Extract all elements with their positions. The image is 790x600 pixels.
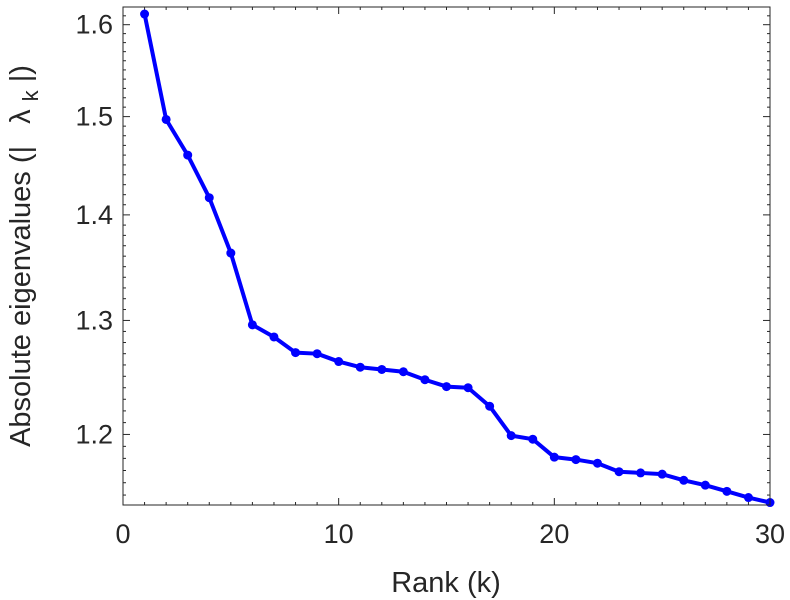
- data-point: [398, 367, 408, 377]
- data-point: [614, 467, 624, 477]
- x-tick-label: 30: [755, 519, 785, 549]
- y-axis-title-lambda: λ: [5, 109, 37, 124]
- data-point: [463, 383, 473, 393]
- data-point: [291, 348, 301, 358]
- data-point: [657, 469, 667, 479]
- x-tick-label: 10: [324, 519, 354, 549]
- data-point: [161, 114, 171, 124]
- data-point: [204, 193, 214, 203]
- data-point: [334, 357, 344, 367]
- data-point: [679, 475, 689, 485]
- y-axis-title-subscript: k: [18, 89, 43, 101]
- plot-box: [122, 6, 771, 506]
- y-tick-labels: 1.2 1.3 1.4 1.5 1.6: [75, 10, 113, 450]
- data-point: [592, 458, 602, 468]
- data-point: [528, 434, 538, 444]
- data-point: [269, 332, 279, 342]
- data-point: [183, 150, 193, 160]
- x-tick-labels: 0 10 20 30: [115, 519, 785, 549]
- series-group: [140, 9, 775, 508]
- data-point: [140, 9, 150, 19]
- y-tick-label: 1.6: [75, 10, 113, 40]
- data-point: [420, 375, 430, 385]
- plot-background: [123, 7, 770, 505]
- data-point: [743, 493, 753, 503]
- data-point: [700, 480, 710, 490]
- y-axis-title: Absolute eigenvalues (| λ k |): [5, 65, 45, 447]
- y-tick-label: 1.3: [75, 305, 113, 335]
- data-point: [549, 452, 559, 462]
- y-axis-title-suffix: |): [5, 65, 37, 82]
- x-tick-label: 0: [115, 519, 130, 549]
- y-tick-label: 1.4: [75, 200, 113, 230]
- data-point: [377, 364, 387, 374]
- data-point: [226, 248, 236, 258]
- data-point: [636, 468, 646, 478]
- y-tick-label: 1.2: [75, 419, 113, 449]
- data-point: [355, 362, 365, 372]
- data-point: [722, 486, 732, 496]
- data-point: [442, 382, 451, 392]
- data-point: [312, 349, 322, 359]
- data-point: [506, 431, 516, 441]
- x-tick-label: 20: [539, 519, 569, 549]
- y-axis-title-prefix: Absolute eigenvalues (|: [5, 146, 37, 447]
- x-axis-title: Rank (k): [391, 567, 501, 599]
- data-point: [485, 401, 495, 411]
- data-point: [247, 320, 257, 330]
- data-point: [571, 455, 581, 465]
- y-tick-label: 1.5: [75, 102, 113, 132]
